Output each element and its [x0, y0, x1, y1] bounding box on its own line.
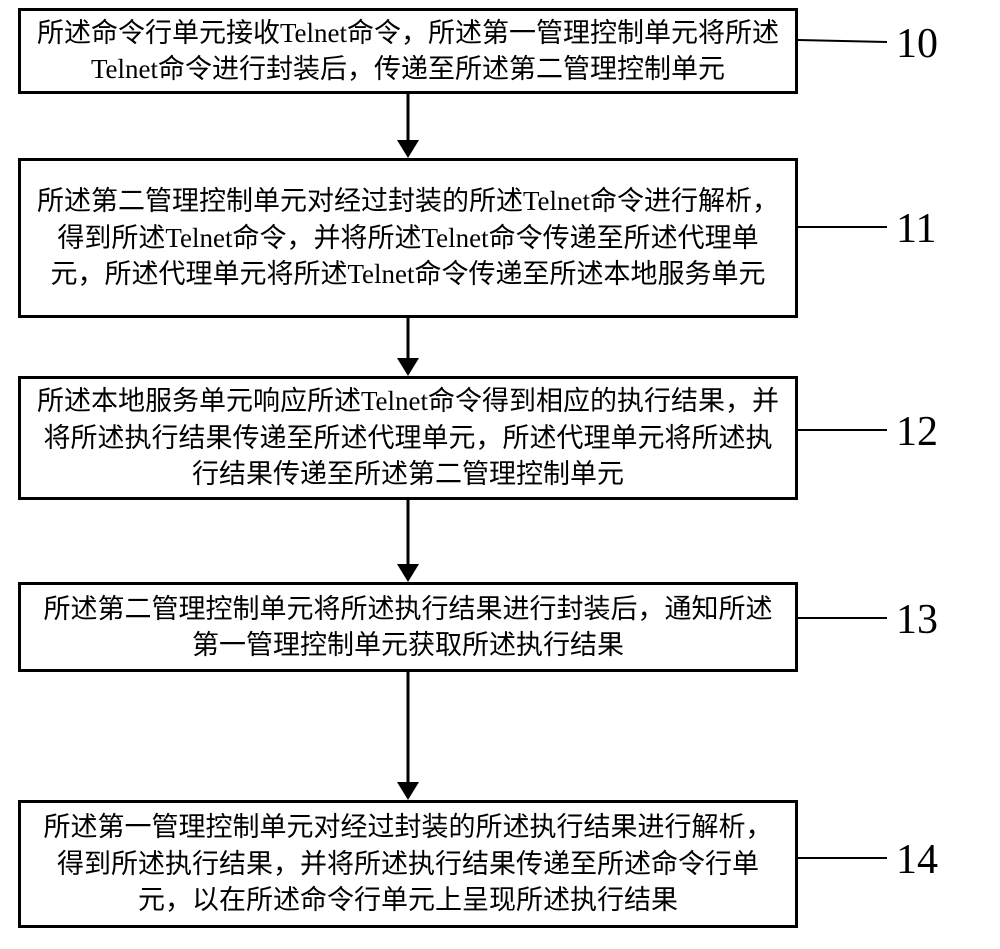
flow-step-text: 所述第二管理控制单元将所述执行结果进行封装后，通知所述第一管理控制单元获取所述执… — [33, 591, 783, 664]
leader-line — [796, 616, 889, 620]
step-label-12: 12 — [896, 408, 938, 456]
flow-arrow — [393, 94, 423, 158]
flow-step-text: 所述本地服务单元响应所述Telnet命令得到相应的执行结果，并将所述执行结果传递… — [33, 383, 783, 492]
step-label-10: 10 — [896, 20, 938, 68]
leader-line — [796, 428, 889, 432]
step-label-13: 13 — [896, 596, 938, 644]
flow-step-text: 所述命令行单元接收Telnet命令，所述第一管理控制单元将所述Telnet命令进… — [33, 15, 783, 88]
flow-arrow — [393, 500, 423, 582]
flow-step-text: 所述第一管理控制单元对经过封装的所述执行结果进行解析，得到所述执行结果，并将所述… — [33, 809, 783, 918]
step-label-11: 11 — [896, 205, 936, 253]
flow-step-11: 所述第二管理控制单元对经过封装的所述Telnet命令进行解析，得到所述Telne… — [18, 158, 798, 318]
flow-step-13: 所述第二管理控制单元将所述执行结果进行封装后，通知所述第一管理控制单元获取所述执… — [18, 582, 798, 672]
flow-step-14: 所述第一管理控制单元对经过封装的所述执行结果进行解析，得到所述执行结果，并将所述… — [18, 800, 798, 928]
flow-step-10: 所述命令行单元接收Telnet命令，所述第一管理控制单元将所述Telnet命令进… — [18, 8, 798, 94]
leader-line — [796, 225, 889, 229]
leader-line — [796, 856, 889, 860]
flow-step-text: 所述第二管理控制单元对经过封装的所述Telnet命令进行解析，得到所述Telne… — [33, 183, 783, 292]
step-label-14: 14 — [896, 836, 938, 884]
leader-line — [796, 38, 889, 44]
flow-arrow — [393, 318, 423, 376]
flow-arrow — [393, 672, 423, 800]
flow-step-12: 所述本地服务单元响应所述Telnet命令得到相应的执行结果，并将所述执行结果传递… — [18, 376, 798, 500]
